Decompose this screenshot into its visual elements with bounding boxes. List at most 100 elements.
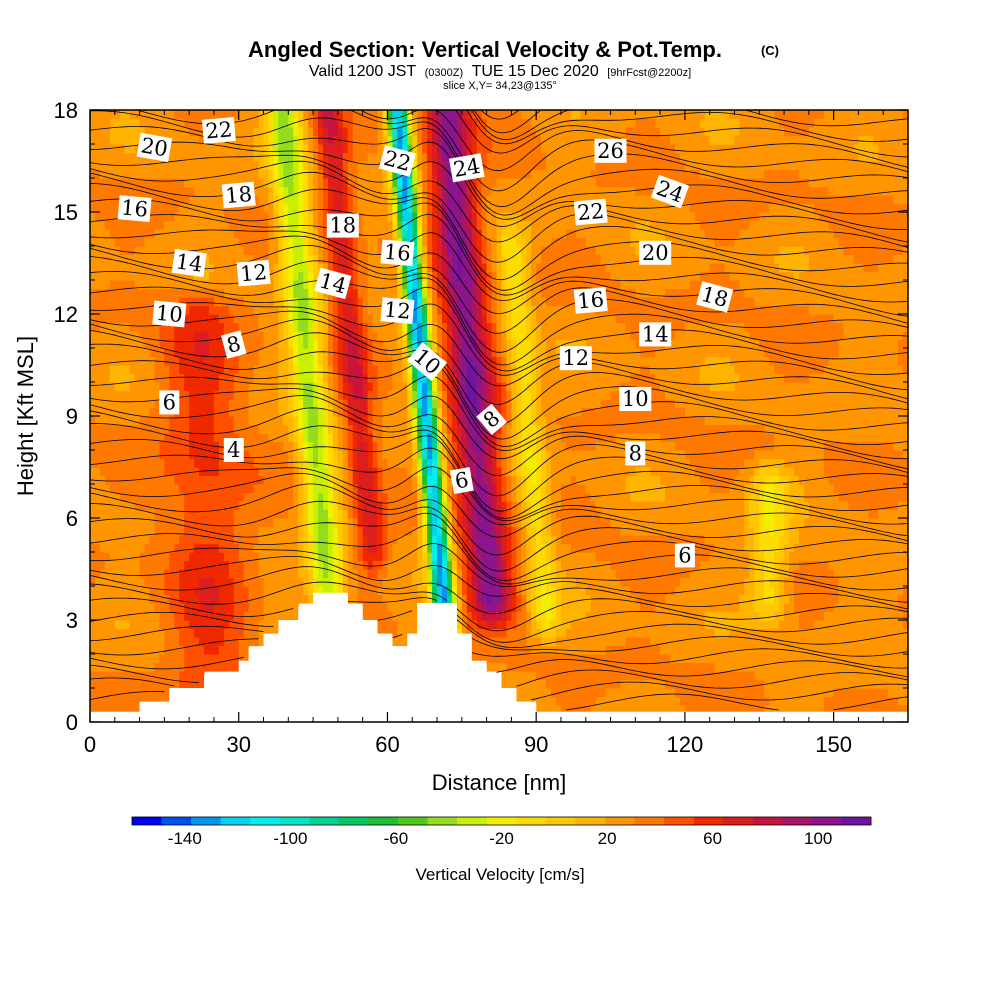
velocity-cell <box>764 637 770 647</box>
velocity-cell <box>699 467 706 477</box>
velocity-cell <box>650 603 656 613</box>
velocity-cell <box>526 637 532 647</box>
velocity-cell <box>531 543 537 553</box>
velocity-cell <box>427 569 433 579</box>
velocity-cell <box>109 671 116 681</box>
velocity-cell <box>813 450 820 460</box>
velocity-cell <box>600 603 607 613</box>
velocity-cell <box>521 620 527 630</box>
velocity-cell <box>590 484 597 494</box>
velocity-cell <box>377 594 384 604</box>
velocity-cell <box>516 484 522 494</box>
velocity-cell <box>124 569 131 579</box>
velocity-cell <box>536 705 542 715</box>
velocity-cell <box>575 645 582 655</box>
velocity-cell <box>709 603 716 613</box>
velocity-cell <box>164 484 170 494</box>
velocity-cell <box>357 518 364 528</box>
velocity-cell <box>625 671 631 681</box>
velocity-cell <box>491 628 498 638</box>
velocity-cell <box>134 492 141 502</box>
velocity-cell <box>630 492 636 502</box>
velocity-cell <box>729 620 736 630</box>
velocity-cell <box>590 696 597 706</box>
velocity-cell <box>694 458 701 468</box>
velocity-cell <box>228 662 235 672</box>
velocity-cell <box>387 594 394 604</box>
velocity-cell <box>332 492 339 502</box>
velocity-cell <box>714 637 721 647</box>
velocity-cell <box>660 424 666 434</box>
velocity-cell <box>560 611 567 621</box>
velocity-cell <box>323 441 329 451</box>
velocity-cell <box>684 492 691 502</box>
velocity-cell <box>516 620 522 630</box>
velocity-cell <box>144 424 151 434</box>
velocity-cell <box>293 509 299 519</box>
velocity-cell <box>432 543 438 553</box>
velocity-cell <box>898 569 904 579</box>
velocity-cell <box>803 637 810 647</box>
velocity-cell <box>248 543 255 553</box>
velocity-cell <box>590 518 597 528</box>
velocity-cell <box>823 705 830 715</box>
velocity-cell <box>174 492 180 502</box>
velocity-cell <box>521 611 527 621</box>
velocity-cell <box>283 611 289 621</box>
velocity-cell <box>268 586 275 596</box>
velocity-cell <box>838 501 845 511</box>
velocity-cell <box>610 620 617 630</box>
velocity-cell <box>308 433 314 443</box>
velocity-cell <box>674 467 681 477</box>
velocity-cell <box>114 662 121 672</box>
velocity-cell <box>858 671 864 681</box>
velocity-cell <box>769 696 775 706</box>
velocity-cell <box>318 569 324 579</box>
velocity-cell <box>437 450 443 460</box>
velocity-cell <box>367 603 374 613</box>
velocity-cell <box>441 560 448 570</box>
velocity-cell <box>501 586 508 596</box>
velocity-cell <box>223 552 230 562</box>
velocity-cell <box>580 628 587 638</box>
velocity-cell <box>823 611 830 621</box>
velocity-cell <box>382 569 389 579</box>
velocity-cell <box>253 543 260 553</box>
velocity-cell <box>119 569 126 579</box>
velocity-cell <box>486 441 493 451</box>
velocity-cell <box>194 654 200 664</box>
velocity-cell <box>293 475 299 485</box>
velocity-cell <box>228 603 235 613</box>
velocity-cell <box>848 696 855 706</box>
velocity-cell <box>278 492 284 502</box>
velocity-cell <box>650 450 656 460</box>
velocity-cell <box>620 688 627 698</box>
velocity-cell <box>903 424 908 434</box>
velocity-cell <box>541 611 547 621</box>
velocity-cell <box>228 552 235 562</box>
velocity-cell <box>199 586 205 596</box>
velocity-cell <box>556 603 562 613</box>
velocity-cell <box>635 501 641 511</box>
velocity-cell <box>308 560 314 570</box>
velocity-cell <box>813 458 820 468</box>
velocity-cell <box>843 450 850 460</box>
velocity-cell <box>843 671 850 681</box>
velocity-cell <box>764 611 770 621</box>
velocity-cell <box>124 577 131 587</box>
velocity-cell <box>238 586 245 596</box>
velocity-cell <box>471 467 478 477</box>
velocity-cell <box>109 603 116 613</box>
velocity-cell <box>179 450 185 460</box>
velocity-cell <box>293 526 299 536</box>
velocity-cell <box>541 696 547 706</box>
velocity-cell <box>189 501 195 511</box>
velocity-cell <box>104 535 111 545</box>
velocity-cell <box>422 433 428 443</box>
velocity-cell <box>208 501 215 511</box>
velocity-cell <box>243 518 250 528</box>
velocity-cell <box>511 467 517 477</box>
velocity-cell <box>689 577 696 587</box>
velocity-cell <box>863 645 869 655</box>
velocity-cell <box>253 552 260 562</box>
